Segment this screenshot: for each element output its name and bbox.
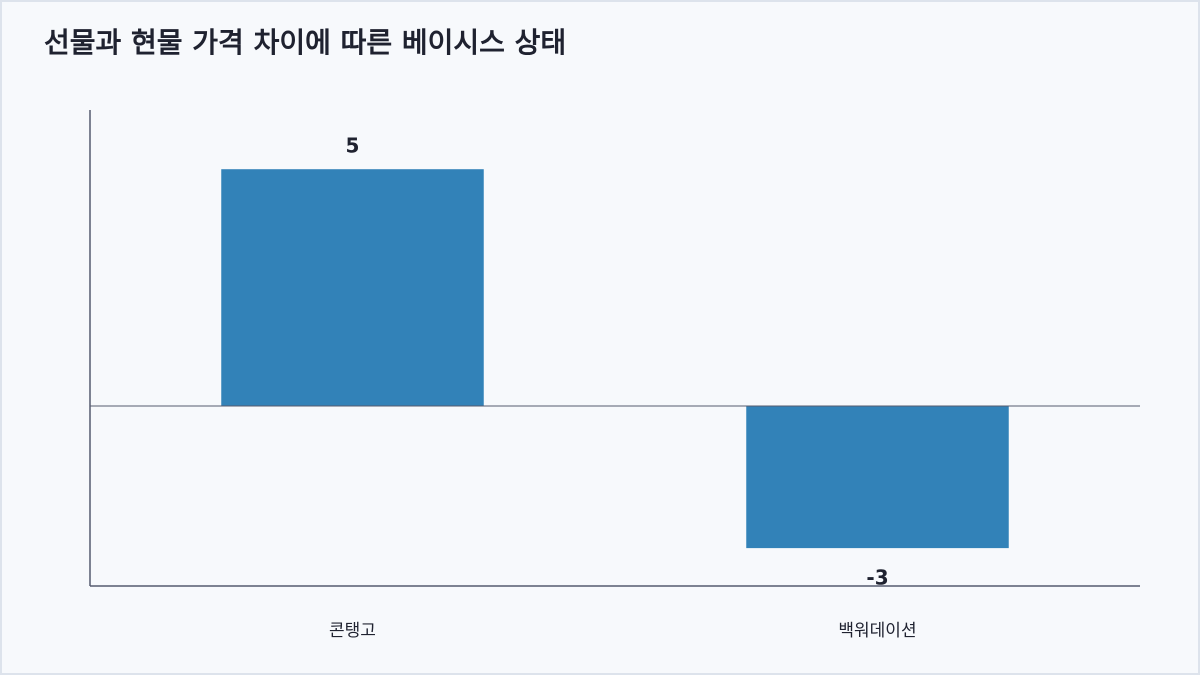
chart-title: 선물과 현물 가격 차이에 따른 베이시스 상태 — [44, 26, 566, 59]
bar — [746, 406, 1009, 549]
value-label: 5 — [346, 134, 360, 158]
bar — [221, 169, 484, 407]
value-label: -3 — [866, 566, 888, 590]
x-tick-label: 백워데이션 — [838, 621, 916, 641]
x-tick-label: 콘탱고 — [329, 621, 376, 641]
